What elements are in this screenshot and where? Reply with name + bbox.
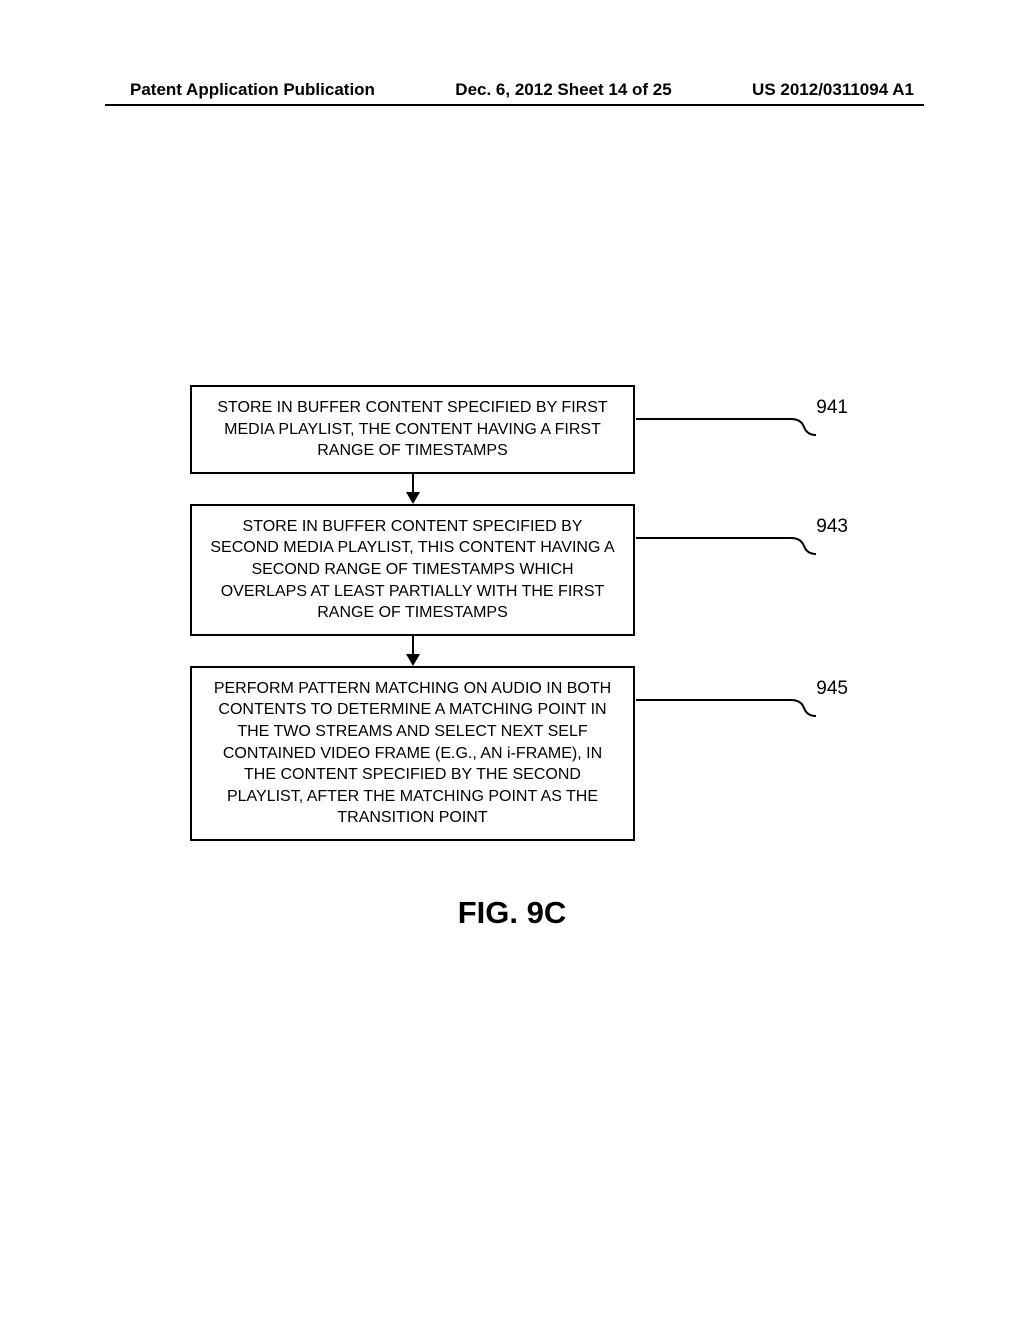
header-citation: US 2012/0311094 A1	[752, 80, 914, 100]
header-divider	[105, 104, 924, 106]
arrow-head-icon	[406, 654, 420, 666]
page-header: Patent Application Publication Dec. 6, 2…	[0, 80, 1024, 100]
flow-step-2: STORE IN BUFFER CONTENT SPECIFIED BY SEC…	[190, 504, 635, 636]
figure-label: FIG. 9C	[0, 895, 1024, 931]
ref-connector-icon	[636, 690, 821, 720]
ref-connector-icon	[636, 409, 821, 439]
flow-step-3-ref: 945	[816, 676, 848, 702]
flow-step-1: STORE IN BUFFER CONTENT SPECIFIED BY FIR…	[190, 385, 635, 474]
header-date-sheet: Dec. 6, 2012 Sheet 14 of 25	[455, 80, 671, 100]
arrow-head-icon	[406, 492, 420, 504]
flow-step-2-ref: 943	[816, 514, 848, 540]
flow-step-3-text: PERFORM PATTERN MATCHING ON AUDIO IN BOT…	[214, 680, 611, 827]
flowchart: STORE IN BUFFER CONTENT SPECIFIED BY FIR…	[190, 385, 850, 841]
flow-arrow-2	[190, 636, 635, 666]
flow-step-1-ref: 941	[816, 395, 848, 421]
ref-connector-icon	[636, 528, 821, 558]
flow-arrow-1	[190, 474, 635, 504]
flow-step-3: PERFORM PATTERN MATCHING ON AUDIO IN BOT…	[190, 666, 635, 841]
flow-step-1-text: STORE IN BUFFER CONTENT SPECIFIED BY FIR…	[217, 399, 607, 459]
flow-step-2-text: STORE IN BUFFER CONTENT SPECIFIED BY SEC…	[210, 518, 614, 621]
header-publisher: Patent Application Publication	[130, 80, 375, 100]
